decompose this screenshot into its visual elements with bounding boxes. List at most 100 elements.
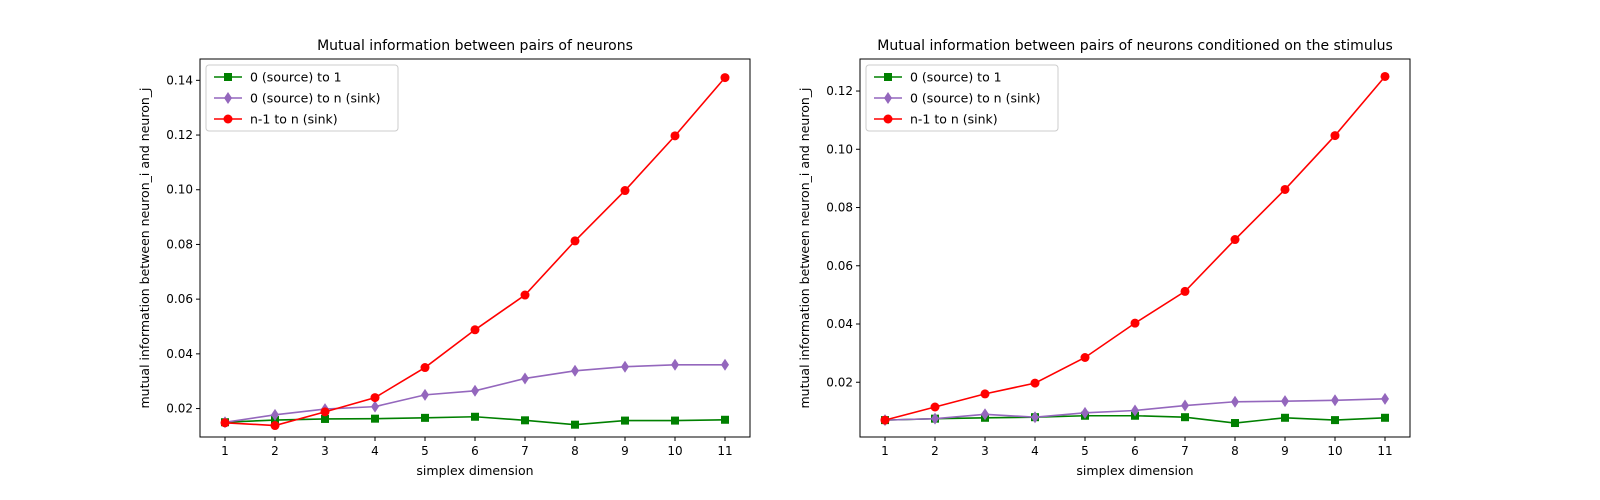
legend-label: 0 (source) to 1 [250,70,342,85]
x-tick-label: 5 [421,444,429,458]
data-point [1181,399,1189,412]
x-tick-label: 10 [1327,444,1342,458]
data-point [721,358,729,371]
data-point [671,358,679,371]
y-axis-label: mutual information between neuron_i and … [137,87,152,408]
y-tick-label: 0.06 [166,292,193,306]
data-point [880,415,890,425]
data-point [1180,286,1190,296]
data-point [470,325,480,335]
y-tick-label: 0.04 [826,317,853,331]
series-3 [220,73,730,431]
data-point [1280,184,1290,194]
legend-item: 0 (source) to 1 [214,70,342,85]
legend-label: 0 (source) to 1 [910,70,1002,85]
legend-item: 0 (source) to n (sink) [874,91,1040,106]
y-tick-label: 0.08 [826,201,853,215]
series-1 [221,412,729,429]
data-point [271,408,279,421]
legend-label: n-1 to n (sink) [250,112,338,127]
data-point [1281,413,1289,422]
data-point [370,393,380,403]
data-point [521,416,529,425]
data-point [471,384,479,397]
legend-marker [223,114,233,124]
data-point [1381,392,1389,405]
data-point [220,418,230,428]
legend-marker [883,114,893,124]
data-point [1231,395,1239,408]
chart-title: Mutual information between pairs of neur… [317,38,633,54]
data-point [1381,413,1389,422]
x-tick-label: 7 [1181,444,1189,458]
x-axis-label: simplex dimension [1076,463,1193,478]
y-tick-label: 0.10 [166,183,193,197]
x-tick-label: 6 [1131,444,1139,458]
x-tick-label: 2 [931,444,939,458]
legend-marker [224,92,232,104]
legend-label: 0 (source) to n (sink) [910,91,1040,106]
data-point [571,420,579,429]
data-point [721,415,729,424]
x-tick-label: 9 [621,444,629,458]
legend-marker [884,92,892,104]
legend-label: 0 (source) to n (sink) [250,91,380,106]
x-tick-label: 7 [521,444,529,458]
x-tick-label: 1 [881,444,889,458]
x-tick-label: 10 [667,444,682,458]
data-point [1380,71,1390,81]
data-point [471,412,479,421]
data-point [421,413,429,422]
y-tick-label: 0.02 [826,375,853,389]
data-point [980,389,990,399]
data-point [1130,318,1140,328]
legend-item: n-1 to n (sink) [214,112,338,127]
legend-box [205,64,399,132]
x-tick-label: 6 [471,444,479,458]
data-point [1231,419,1239,428]
x-tick-label: 5 [1081,444,1089,458]
data-point [321,414,329,423]
data-point [571,364,579,377]
data-point [521,372,529,385]
chart-1: Mutual information between pairs of neur… [137,38,751,478]
legend-marker [884,73,892,81]
data-point [520,290,530,300]
legend: 0 (source) to 1 0 (source) to n (sink) n-1… [205,64,399,132]
data-point [1181,413,1189,422]
data-point [720,73,730,83]
data-point [670,131,680,141]
legend-box [865,64,1059,132]
data-point [1281,395,1289,408]
y-tick-label: 0.14 [166,73,193,87]
x-tick-label: 8 [571,444,579,458]
data-point [621,416,629,425]
legend-label: n-1 to n (sink) [910,112,998,127]
y-tick-label: 0.04 [166,347,193,361]
y-tick-label: 0.06 [826,259,853,273]
legend-item: 0 (source) to 1 [874,70,1002,85]
x-tick-label: 1 [221,444,229,458]
data-point [621,360,629,373]
y-tick-label: 0.12 [826,84,853,98]
x-tick-label: 11 [717,444,732,458]
y-tick-label: 0.12 [166,128,193,142]
x-tick-label: 9 [1281,444,1289,458]
series-2 [881,392,1389,427]
legend-item: n-1 to n (sink) [874,112,998,127]
y-axis-label: mutual information between neuron_i and … [797,87,812,408]
data-point [1030,378,1040,388]
legend-marker [224,73,232,81]
x-tick-label: 3 [321,444,329,458]
data-point [1330,131,1340,141]
data-point [320,407,330,417]
data-point [371,414,379,423]
data-point [671,416,679,425]
chart-2: Mutual information between pairs of neur… [797,38,1411,478]
legend: 0 (source) to 1 0 (source) to n (sink) n-1… [865,64,1059,132]
data-point [1131,404,1139,417]
x-tick-label: 3 [981,444,989,458]
x-tick-label: 11 [1377,444,1392,458]
data-point [930,402,940,412]
